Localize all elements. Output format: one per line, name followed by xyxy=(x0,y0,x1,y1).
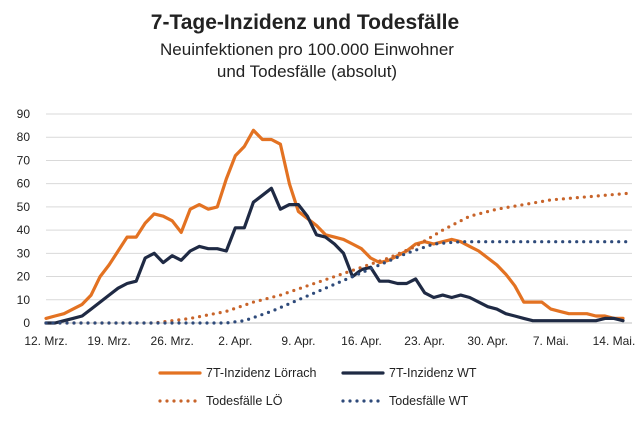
series-line-todesfaelle-wt xyxy=(44,240,634,325)
y-tick-label-20: 20 xyxy=(17,270,31,284)
y-tick-label-50: 50 xyxy=(17,200,31,214)
y-tick-label-30: 30 xyxy=(17,246,31,260)
legend-label-7t-inzidenz-loerrach: 7T-Inzidenz Lörrach xyxy=(206,366,317,380)
legend-label-7t-inzidenz-wt: 7T-Inzidenz WT xyxy=(389,366,477,380)
axes: 0 10 20 30 40 50 60 70 80 90 12. Mrz. 19. Mrz. 26. M… xyxy=(17,107,636,348)
y-tick-label-10: 10 xyxy=(17,293,31,307)
y-tick-label-40: 40 xyxy=(17,223,31,237)
x-tick-label-12-mrz: 12. Mrz. xyxy=(24,334,67,348)
x-tick-label-9-apr: 9. Apr. xyxy=(281,334,315,348)
legend-label-todesfaelle-loe: Todesfälle LÖ xyxy=(206,394,283,408)
x-tick-label-30-apr: 30. Apr. xyxy=(467,334,508,348)
chart-subtitle-line-1: Neuinfektionen pro 100.000 Einwohner xyxy=(160,40,454,59)
y-tick-label-80: 80 xyxy=(17,130,31,144)
x-tick-label-16-apr: 16. Apr. xyxy=(341,334,382,348)
series xyxy=(44,128,634,325)
chart-title: 7-Tage-Inzidenz und Todesfälle xyxy=(151,11,459,34)
series-line-todesfaelle-loe xyxy=(44,191,634,325)
y-tick-label-90: 90 xyxy=(17,107,31,121)
x-tick-label-14-mai: 14. Mai. xyxy=(593,334,636,348)
y-tick-label-0: 0 xyxy=(23,316,30,330)
chart-subtitle-line-2: und Todesfälle (absolut) xyxy=(217,62,397,81)
x-tick-label-23-apr: 23. Apr. xyxy=(404,334,445,348)
series-line-7t-inzidenz-wt xyxy=(44,186,625,325)
legend-label-todesfaelle-wt: Todesfälle WT xyxy=(389,394,469,408)
series-line-7t-inzidenz-loerrach xyxy=(44,128,625,320)
x-tick-label-7-mai: 7. Mai. xyxy=(533,334,569,348)
x-tick-label-2-apr: 2. Apr. xyxy=(218,334,252,348)
y-tick-label-60: 60 xyxy=(17,177,31,191)
x-tick-label-26-mrz: 26. Mrz. xyxy=(151,334,194,348)
grid xyxy=(46,113,632,301)
y-tick-label-70: 70 xyxy=(17,153,31,167)
x-tick-label-19-mrz: 19. Mrz. xyxy=(87,334,130,348)
legend: 7T-Inzidenz Lörrach 7T-Inzidenz WT Todesfä… xyxy=(158,366,477,408)
